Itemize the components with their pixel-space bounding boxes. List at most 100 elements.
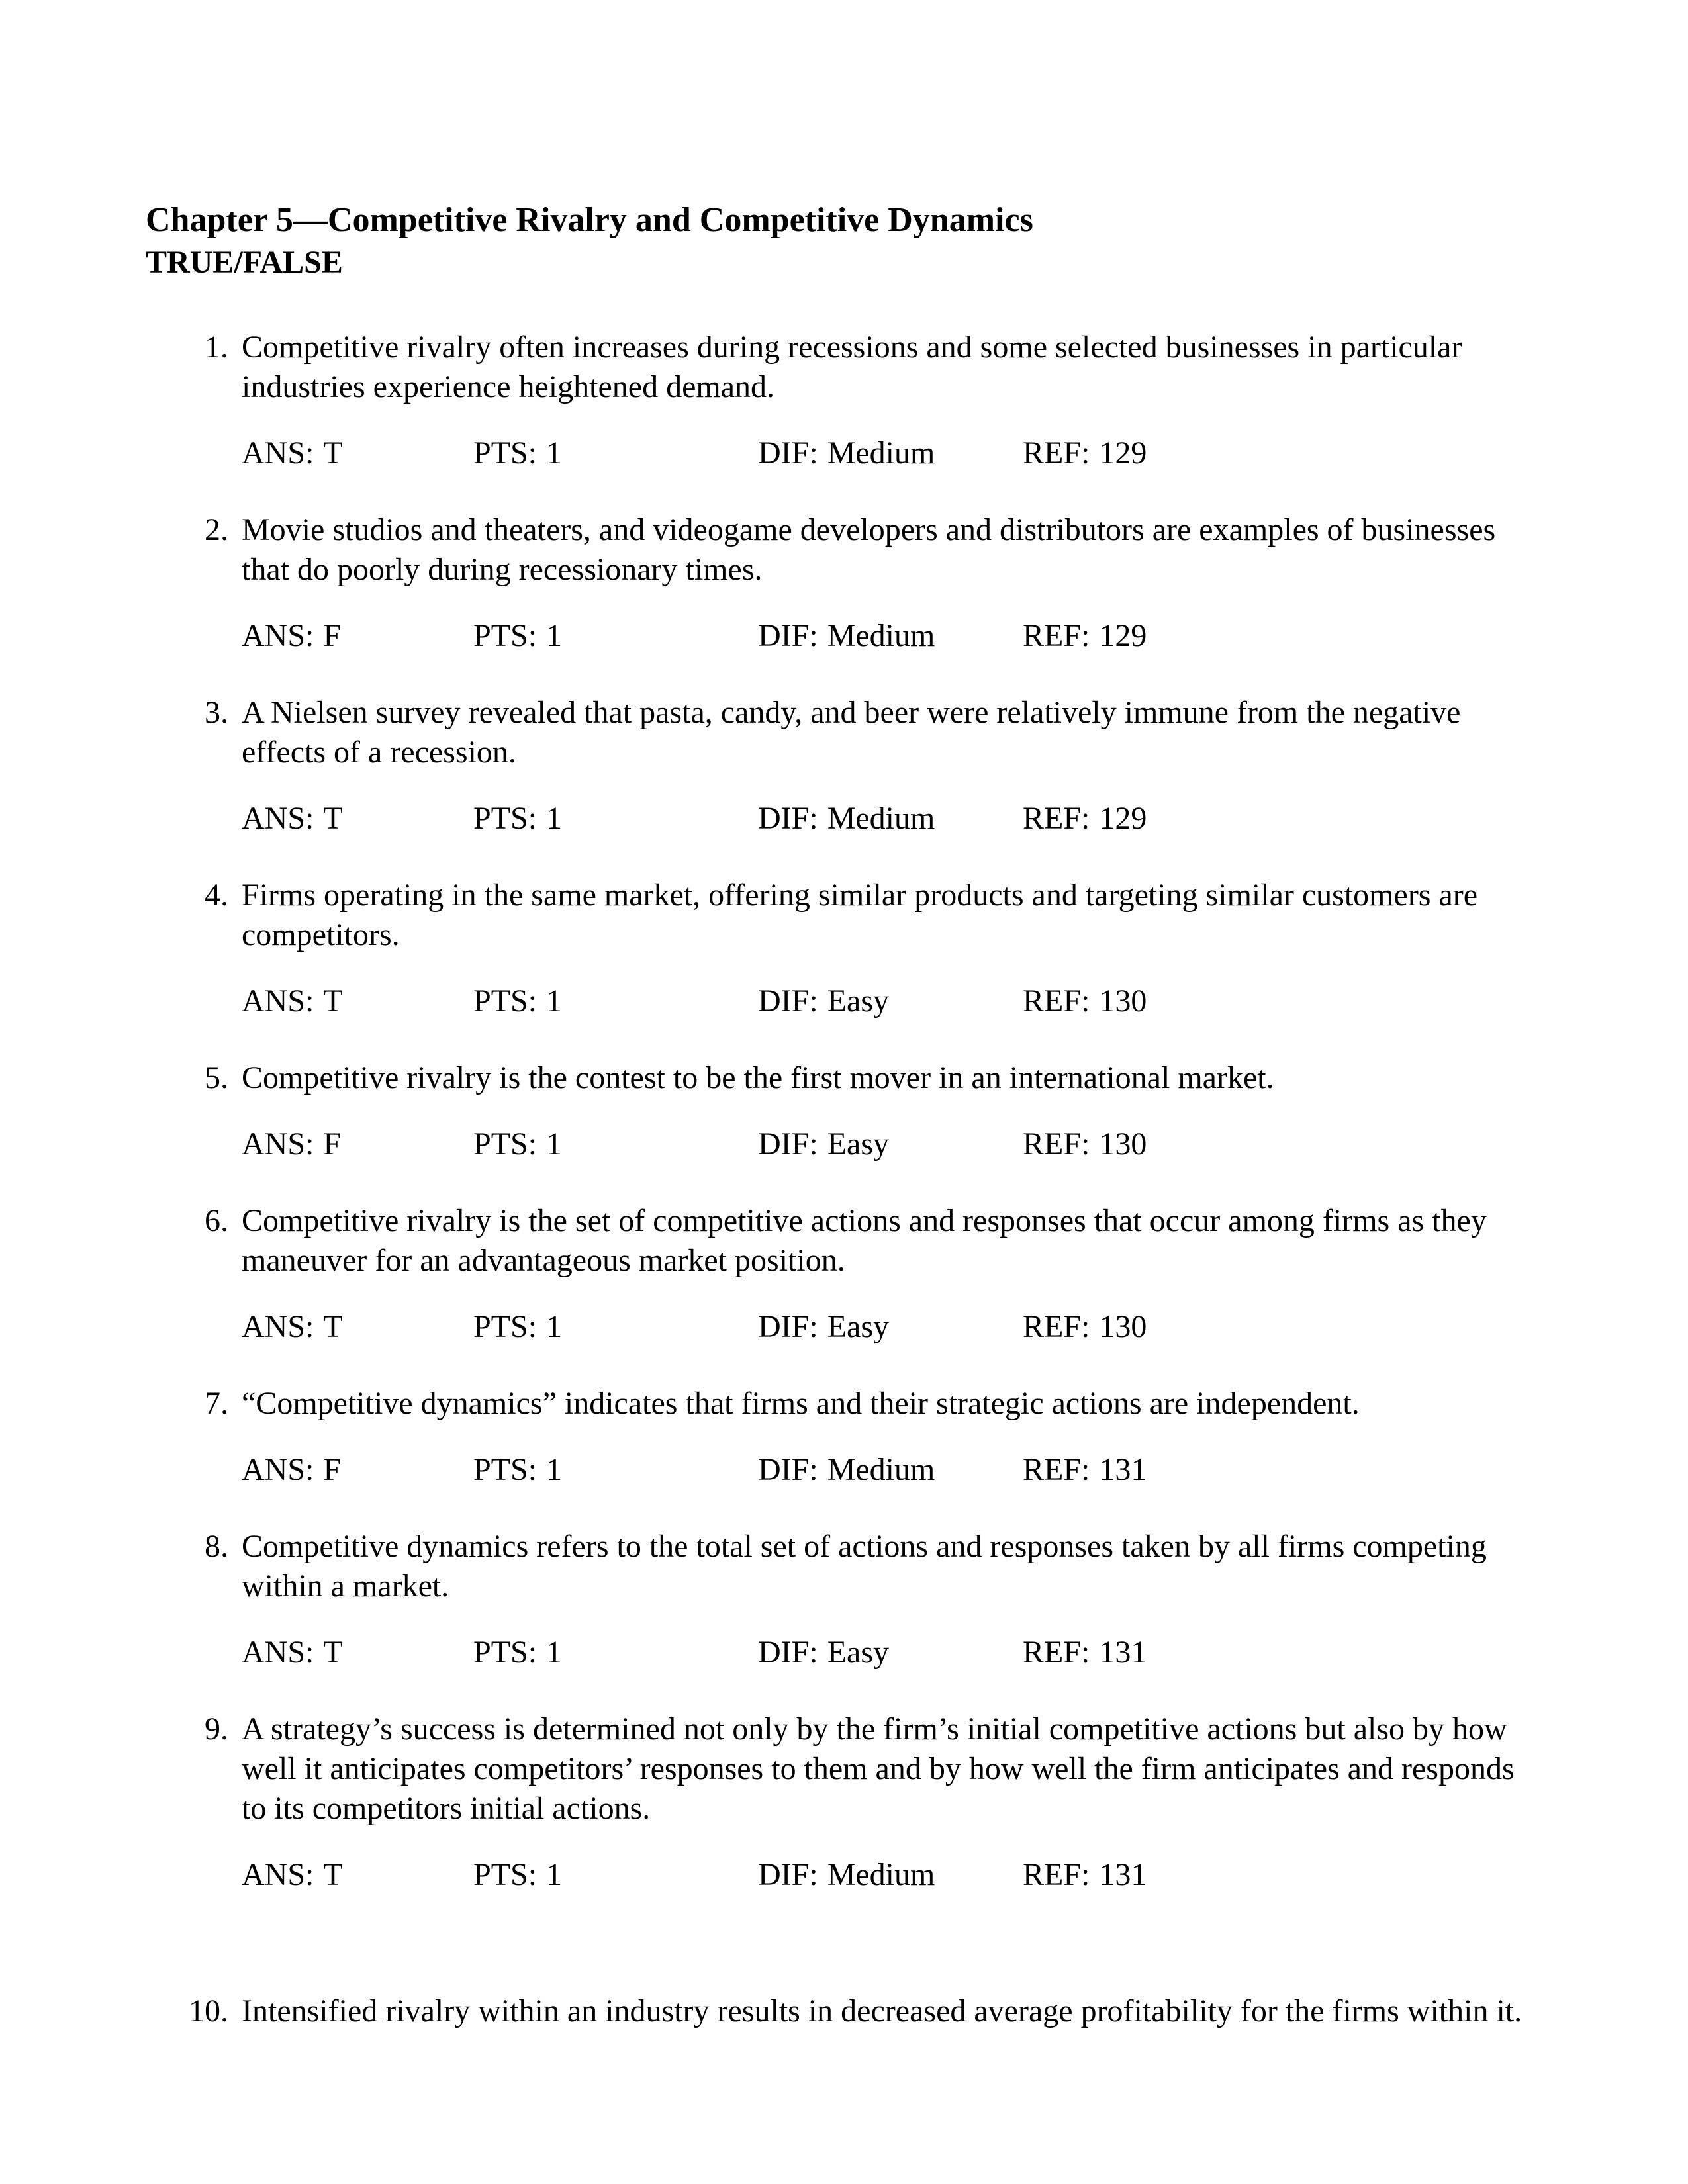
question-number: 6. bbox=[146, 1201, 242, 1357]
meta-value-difficulty: Medium bbox=[827, 1450, 935, 1490]
question-meta: ANS:TPTS:1DIF:MediumREF:129 bbox=[242, 433, 1542, 473]
meta-value-reference: 130 bbox=[1099, 1124, 1147, 1164]
meta-label-answer: ANS: bbox=[242, 616, 323, 656]
question-text: A strategy’s success is determined not o… bbox=[242, 1709, 1542, 1829]
meta-difficulty: DIF:Medium bbox=[758, 799, 1023, 839]
meta-value-points: 1 bbox=[546, 1450, 562, 1490]
question-body: Competitive rivalry is the set of compet… bbox=[242, 1201, 1542, 1357]
meta-value-points: 1 bbox=[546, 1307, 562, 1347]
meta-label-points: PTS: bbox=[473, 1450, 546, 1490]
meta-value-answer: T bbox=[323, 1855, 342, 1895]
meta-value-difficulty: Easy bbox=[827, 981, 889, 1021]
question-item: 2.Movie studios and theaters, and videog… bbox=[146, 510, 1542, 666]
meta-label-difficulty: DIF: bbox=[758, 1633, 827, 1672]
meta-label-points: PTS: bbox=[473, 616, 546, 656]
question-meta: ANS:TPTS:1DIF:MediumREF:129 bbox=[242, 799, 1542, 839]
meta-value-difficulty: Medium bbox=[827, 1855, 935, 1895]
questions-list: 1.Competitive rivalry often increases du… bbox=[146, 328, 1542, 2058]
meta-value-points: 1 bbox=[546, 616, 562, 656]
question-meta: ANS:TPTS:1DIF:EasyREF:130 bbox=[242, 981, 1542, 1021]
meta-label-answer: ANS: bbox=[242, 1450, 323, 1490]
meta-points: PTS:1 bbox=[473, 433, 758, 473]
question-number: 10. bbox=[146, 1991, 242, 2058]
meta-label-difficulty: DIF: bbox=[758, 1307, 827, 1347]
meta-points: PTS:1 bbox=[473, 1307, 758, 1347]
question-body: Firms operating in the same market, offe… bbox=[242, 876, 1542, 1032]
meta-value-difficulty: Easy bbox=[827, 1124, 889, 1164]
question-item: 8.Competitive dynamics refers to the tot… bbox=[146, 1527, 1542, 1683]
meta-points: PTS:1 bbox=[473, 1124, 758, 1164]
meta-value-reference: 129 bbox=[1099, 433, 1147, 473]
question-number: 9. bbox=[146, 1709, 242, 1905]
meta-answer: ANS:F bbox=[242, 1124, 473, 1164]
meta-difficulty: DIF:Medium bbox=[758, 1450, 1023, 1490]
meta-value-reference: 130 bbox=[1099, 1307, 1147, 1347]
meta-difficulty: DIF:Easy bbox=[758, 1124, 1023, 1164]
question-text: “Competitive dynamics” indicates that fi… bbox=[242, 1384, 1542, 1424]
meta-label-difficulty: DIF: bbox=[758, 1124, 827, 1164]
meta-difficulty: DIF:Easy bbox=[758, 1633, 1023, 1672]
question-number: 5. bbox=[146, 1058, 242, 1175]
question-body: Competitive rivalry often increases duri… bbox=[242, 328, 1542, 484]
meta-value-reference: 129 bbox=[1099, 799, 1147, 839]
meta-answer: ANS:F bbox=[242, 616, 473, 656]
meta-label-difficulty: DIF: bbox=[758, 433, 827, 473]
meta-value-difficulty: Medium bbox=[827, 799, 935, 839]
meta-label-points: PTS: bbox=[473, 799, 546, 839]
question-item: 4.Firms operating in the same market, of… bbox=[146, 876, 1542, 1032]
meta-difficulty: DIF:Medium bbox=[758, 616, 1023, 656]
meta-reference: REF:130 bbox=[1023, 1124, 1221, 1164]
meta-value-answer: T bbox=[323, 1633, 342, 1672]
question-body: Competitive dynamics refers to the total… bbox=[242, 1527, 1542, 1683]
question-meta: ANS:FPTS:1DIF:MediumREF:129 bbox=[242, 616, 1542, 656]
meta-value-points: 1 bbox=[546, 981, 562, 1021]
meta-value-points: 1 bbox=[546, 433, 562, 473]
meta-label-answer: ANS: bbox=[242, 1307, 323, 1347]
question-text: Competitive rivalry is the contest to be… bbox=[242, 1058, 1542, 1098]
question-text: Firms operating in the same market, offe… bbox=[242, 876, 1542, 955]
meta-value-reference: 130 bbox=[1099, 981, 1147, 1021]
question-text: Competitive dynamics refers to the total… bbox=[242, 1527, 1542, 1606]
question-meta: ANS:TPTS:1DIF:MediumREF:131 bbox=[242, 1855, 1542, 1895]
meta-reference: REF:131 bbox=[1023, 1855, 1221, 1895]
meta-reference: REF:131 bbox=[1023, 1633, 1221, 1672]
question-text: Competitive rivalry often increases duri… bbox=[242, 328, 1542, 407]
meta-value-answer: T bbox=[323, 799, 342, 839]
question-meta: ANS:FPTS:1DIF:EasyREF:130 bbox=[242, 1124, 1542, 1164]
meta-answer: ANS:T bbox=[242, 433, 473, 473]
meta-label-answer: ANS: bbox=[242, 981, 323, 1021]
meta-value-answer: T bbox=[323, 1307, 342, 1347]
meta-reference: REF:129 bbox=[1023, 799, 1221, 839]
meta-value-difficulty: Easy bbox=[827, 1307, 889, 1347]
meta-answer: ANS:T bbox=[242, 981, 473, 1021]
meta-label-points: PTS: bbox=[473, 1633, 546, 1672]
question-number: 3. bbox=[146, 693, 242, 849]
meta-value-points: 1 bbox=[546, 1633, 562, 1672]
meta-value-reference: 131 bbox=[1099, 1633, 1147, 1672]
meta-label-points: PTS: bbox=[473, 1855, 546, 1895]
question-number: 1. bbox=[146, 328, 242, 484]
meta-label-reference: REF: bbox=[1023, 799, 1099, 839]
question-meta: ANS:TPTS:1DIF:EasyREF:130 bbox=[242, 1307, 1542, 1347]
question-item: 9.A strategy’s success is determined not… bbox=[146, 1709, 1542, 1905]
meta-label-answer: ANS: bbox=[242, 799, 323, 839]
question-item: 6.Competitive rivalry is the set of comp… bbox=[146, 1201, 1542, 1357]
question-body: Movie studios and theaters, and videogam… bbox=[242, 510, 1542, 666]
meta-label-difficulty: DIF: bbox=[758, 799, 827, 839]
meta-label-reference: REF: bbox=[1023, 1450, 1099, 1490]
meta-reference: REF:129 bbox=[1023, 433, 1221, 473]
question-item: 1.Competitive rivalry often increases du… bbox=[146, 328, 1542, 484]
meta-label-points: PTS: bbox=[473, 433, 546, 473]
meta-label-reference: REF: bbox=[1023, 1855, 1099, 1895]
meta-label-difficulty: DIF: bbox=[758, 1855, 827, 1895]
spacer bbox=[146, 1932, 1542, 1991]
meta-label-points: PTS: bbox=[473, 1307, 546, 1347]
meta-label-answer: ANS: bbox=[242, 1124, 323, 1164]
meta-value-difficulty: Easy bbox=[827, 1633, 889, 1672]
meta-answer: ANS:T bbox=[242, 1855, 473, 1895]
meta-reference: REF:130 bbox=[1023, 1307, 1221, 1347]
question-meta: ANS:TPTS:1DIF:EasyREF:131 bbox=[242, 1633, 1542, 1672]
meta-label-difficulty: DIF: bbox=[758, 981, 827, 1021]
question-meta: ANS:FPTS:1DIF:MediumREF:131 bbox=[242, 1450, 1542, 1490]
meta-value-points: 1 bbox=[546, 1124, 562, 1164]
